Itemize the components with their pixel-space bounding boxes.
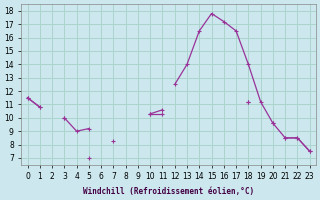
- X-axis label: Windchill (Refroidissement éolien,°C): Windchill (Refroidissement éolien,°C): [83, 187, 254, 196]
